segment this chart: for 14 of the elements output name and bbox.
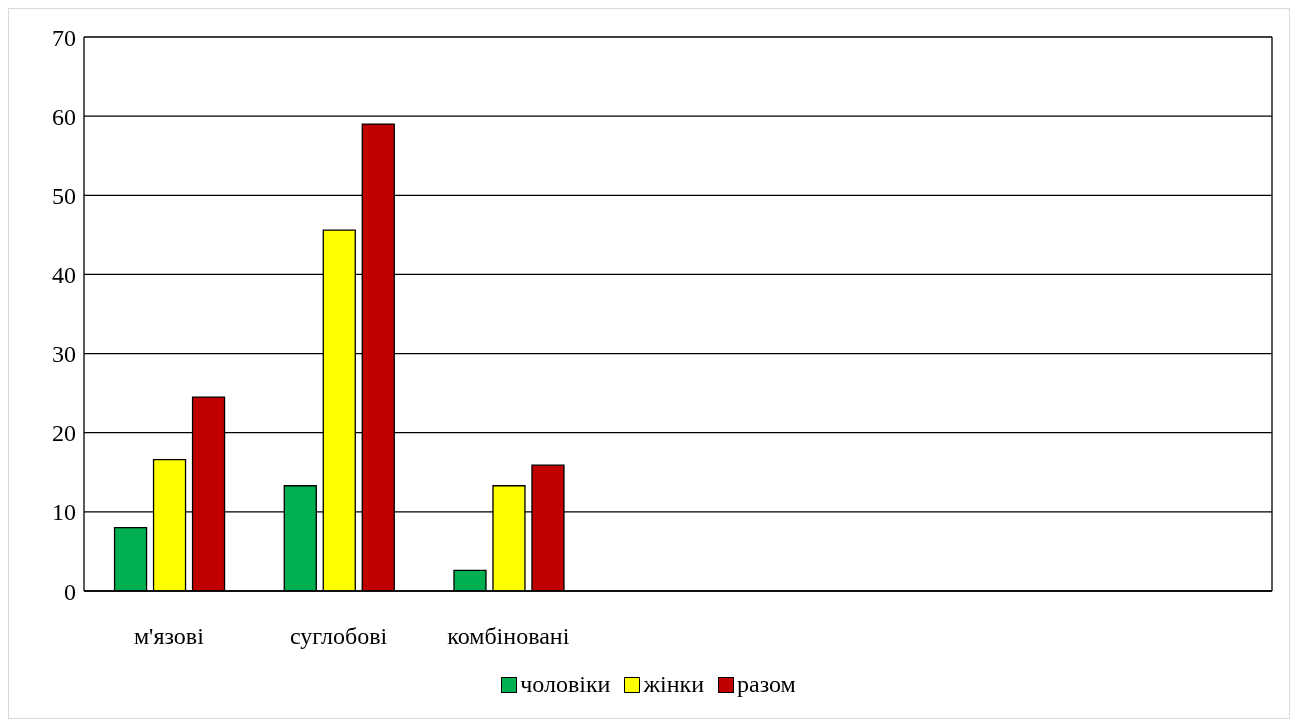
y-tick-label: 70 [52, 24, 76, 51]
y-tick-label: 50 [52, 182, 76, 209]
y-tick-label: 10 [52, 499, 76, 526]
x-tick-label: комбіновані [447, 623, 570, 650]
x-tick-label: суглобові [289, 623, 388, 650]
legend-label: разом [736, 671, 796, 698]
legend-label: чоловіки [519, 671, 611, 698]
legend-label: жінки [642, 671, 705, 698]
y-tick-label: 30 [52, 341, 76, 368]
x-tick-label: м'язові [133, 623, 205, 650]
y-tick-label: 40 [52, 261, 76, 288]
y-tick-label: 0 [64, 578, 76, 605]
y-tick-label: 60 [52, 103, 76, 130]
y-tick-label: 20 [52, 420, 76, 447]
